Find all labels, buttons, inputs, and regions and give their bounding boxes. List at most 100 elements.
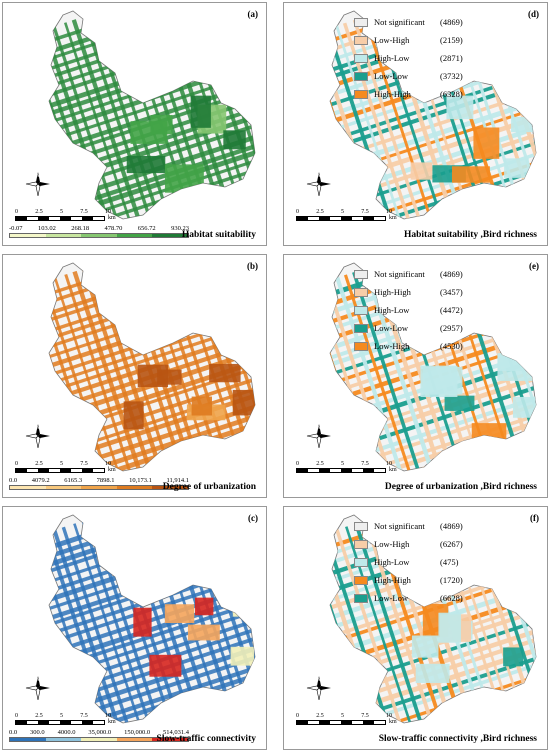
district-block [503, 647, 524, 667]
panel-d: (d) Not significant (4869) Low-High (2159) H… [283, 2, 548, 246]
legend-label: High-High [374, 89, 411, 99]
colorbar-tick: 930.23 [171, 225, 189, 232]
map-title: Slow-traffic connectivity [156, 734, 256, 744]
legend-item: Not significant (4869) [354, 265, 463, 283]
district-block [223, 130, 246, 150]
street-segment [363, 519, 439, 723]
colorbar-tick: 6165.3 [64, 477, 83, 484]
district-block [126, 155, 166, 174]
scale-tick: 5 [341, 461, 344, 467]
panel-label: (a) [247, 9, 259, 19]
legend-swatch [354, 539, 368, 549]
street-segment [352, 271, 427, 471]
district-block [512, 396, 536, 418]
scale-tick: 7.5 [361, 209, 369, 215]
street-segment [73, 523, 147, 723]
district-block [150, 114, 173, 135]
district-block [511, 116, 532, 133]
panel-label: (f) [530, 513, 539, 523]
colorbar-tick: 656.72 [137, 225, 156, 232]
legend-count: (2159) [440, 35, 463, 45]
legend: Not significant (4869) Low-High (2159) High-… [354, 13, 463, 103]
street-segment [363, 267, 439, 471]
legend-label: Low-Low [374, 593, 408, 603]
scale-unit: km [389, 215, 397, 221]
street-segment [330, 27, 401, 219]
street-segment [363, 16, 438, 219]
legend: Not significant (4869) High-High (3457) High… [354, 265, 463, 355]
street-segment [49, 515, 229, 560]
street-segment [330, 78, 536, 151]
colorbar: -0.07 103.02 268.18 478.70 656.72 930.23 [9, 225, 189, 238]
colorbar-tick: 478.70 [104, 225, 123, 232]
legend-item: High-Low (475) [354, 553, 463, 571]
street-segment [49, 11, 231, 64]
colorbar-tick: 300.0 [30, 729, 45, 736]
map-b [48, 262, 256, 472]
legend-label: Not significant [374, 269, 425, 279]
legend-count: (4869) [440, 17, 463, 27]
scale-tick: 5 [60, 713, 63, 719]
scale-bar: 0 2.5 5 7.5 10 km [15, 713, 116, 725]
district-block [209, 363, 241, 383]
panel-c: (c) N 0 2.5 5 7.5 10 km 0.0 300.0 4000.0 35,000.… [2, 506, 267, 750]
legend-label: Low-High [374, 539, 410, 549]
district-block [149, 654, 182, 677]
scale-bar: 0 2.5 5 7.5 10 km [15, 209, 116, 221]
legend-item: High-Low (4472) [354, 301, 463, 319]
legend-swatch [354, 89, 368, 99]
district-block [187, 624, 220, 641]
legend-label: High-Low [374, 53, 410, 63]
colorbar-segment [152, 486, 188, 489]
district-block [411, 635, 439, 658]
district-block [444, 395, 475, 411]
district-block [191, 396, 212, 416]
scale-tick: 5 [60, 209, 63, 215]
street-segment [49, 515, 232, 568]
panel-label: (c) [248, 513, 258, 523]
map-c [48, 514, 256, 724]
legend-label: Low-High [374, 341, 410, 351]
legend-item: High-High (1720) [354, 571, 463, 589]
legend-count: (6267) [440, 539, 463, 549]
legend-count: (1720) [440, 575, 463, 585]
street-segment [335, 25, 409, 219]
scale-tick: 7.5 [80, 209, 88, 215]
scale-bar: 0 2.5 5 7.5 10 km [296, 209, 397, 221]
street-segment [337, 103, 536, 175]
colorbar-segment [152, 738, 188, 741]
scale-tick: 0 [15, 461, 18, 467]
colorbar-strip [9, 737, 189, 742]
map-title: Degree of urbanization ,Bird richness [384, 482, 537, 492]
street-segment [330, 71, 536, 143]
legend-count: (475) [440, 557, 459, 567]
legend-count: (4869) [440, 269, 463, 279]
district-block [133, 607, 152, 637]
north-arrow-icon: N [306, 675, 332, 701]
map-a [48, 10, 256, 220]
street-segment [61, 526, 137, 723]
map-title: Slow-traffic connectivity ,Bird richness [378, 734, 537, 744]
street-segment [49, 11, 228, 54]
legend-item: Low-High (6267) [354, 535, 463, 553]
legend-swatch [354, 35, 368, 45]
legend-swatch [354, 71, 368, 81]
street-segment [81, 520, 156, 723]
street-segment [63, 22, 138, 219]
district-block [410, 162, 433, 180]
legend-item: High-High (3457) [354, 283, 463, 301]
colorbar-tick: 268.18 [71, 225, 90, 232]
scale-tick: 0 [15, 209, 18, 215]
street-segment [89, 517, 165, 723]
scale-tick: 7.5 [80, 713, 88, 719]
scale-bar: 0 2.5 5 7.5 10 km [296, 461, 397, 473]
north-arrow-icon: N [25, 423, 51, 449]
svg-text:N: N [318, 425, 321, 430]
scale-bar: 0 2.5 5 7.5 10 km [15, 461, 116, 473]
scale-tick: 2.5 [316, 713, 324, 719]
colorbar-tick: 7898.1 [96, 477, 115, 484]
colorbar-segment [10, 234, 46, 237]
scale-unit: km [389, 467, 397, 473]
street-segment [352, 19, 428, 219]
district-block [232, 389, 255, 416]
